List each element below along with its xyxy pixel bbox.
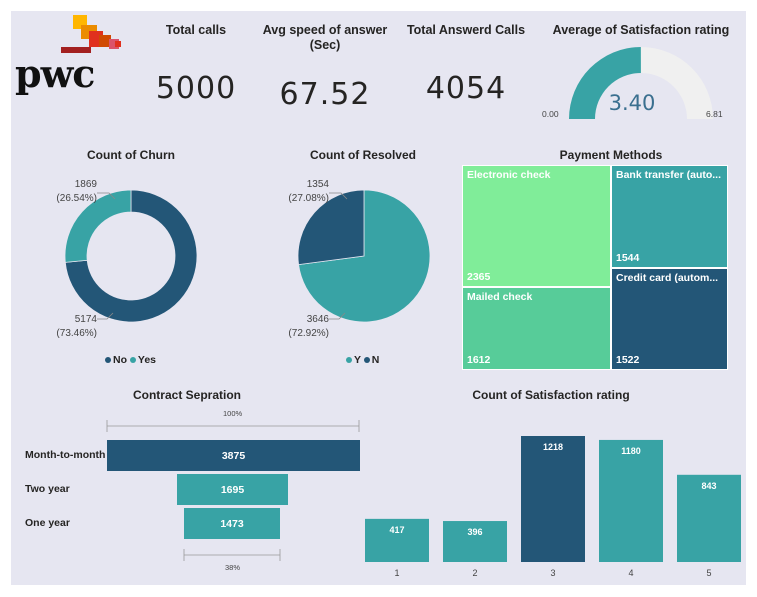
contract-bottom-bracket [183,549,281,561]
treemap-cell-bank-transfer[interactable]: Bank transfer (auto... 1544 [611,165,728,268]
churn-slice-yes[interactable] [64,189,132,263]
kpi-total-calls-title: Total calls [165,23,227,37]
resolved-y-count: 3646 [306,314,329,325]
kpi-avg-speed-title: Avg speed of answer (Sec) [262,23,388,52]
pwc-logo-text: pwc [15,51,95,96]
contract-label-one-year: One year [25,517,70,529]
kpi-answered-title: Total Answerd Calls [406,23,526,37]
satisfaction-bar-value-label: 417 [389,525,404,535]
resolved-y-leader [329,312,346,320]
churn-legend-yes[interactable]: Yes [129,354,156,366]
treemap-cell-mailed-check[interactable]: Mailed check 1612 [462,287,611,370]
gauge-fill [569,47,641,119]
contract-label-month: Month-to-month [25,449,106,461]
satisfaction-x-tick: 2 [472,568,477,578]
churn-no-pct: (73.46%) [56,328,97,339]
pwc-logo-mark [61,15,121,53]
churn-yes-leader [97,192,116,200]
kpi-answered-value: 4054 [425,71,507,106]
churn-no-leader [97,312,114,320]
satisfaction-bar-value-label: 1218 [543,442,563,452]
contract-bottom-pct: 38% [225,563,241,572]
satisfaction-bar-2[interactable] [443,521,507,562]
satisfaction-x-tick: 3 [550,568,555,578]
contract-bar-value: 3875 [221,449,246,462]
resolved-y-label: 3646 (72.92%) [277,313,329,341]
treemap-label: Mailed check [467,291,533,303]
treemap-value: 1544 [616,252,640,264]
contract-title: Contract Sepration [132,388,241,402]
contract-top-bracket [106,420,360,432]
pwc-logo: pwc [11,11,131,101]
satisfaction-bar-3[interactable] [521,436,585,562]
satisfaction-bar-4[interactable] [599,439,663,562]
treemap-cell-electronic-check[interactable]: Electronic check 2365 [462,165,611,287]
resolved-n-label: 1354 (27.08%) [277,178,329,206]
churn-yes-pct: (26.54%) [56,193,97,204]
churn-yes-label: 1869 (26.54%) [45,178,97,206]
treemap-cell-credit-card[interactable]: Credit card (autom... 1522 [611,268,728,370]
resolved-title: Count of Resolved [309,148,416,162]
churn-slice-no[interactable] [64,189,198,323]
kpi-total-calls-value: 5000 [155,71,237,106]
resolved-y-pct: (72.92%) [288,328,329,339]
churn-title: Count of Churn [87,148,175,162]
treemap-value: 1612 [467,354,491,366]
contract-bar-value: 1695 [220,483,245,496]
churn-legend: No Yes [105,354,156,366]
resolved-slice-n[interactable] [297,189,365,266]
resolved-n-leader [329,192,348,200]
treemap-value: 2365 [467,271,491,283]
kpi-avg-speed-value: 67.52 [279,77,371,112]
churn-no-label: 5174 (73.46%) [45,313,97,341]
gauge-value: 3.40 [608,91,656,115]
resolved-legend-n[interactable]: N [363,354,379,366]
satisfaction-bar-value-label: 1180 [621,446,641,456]
churn-yes-count: 1869 [74,179,97,190]
satisfaction-bar-title: Count of Satisfaction rating [472,388,630,402]
churn-donut [64,189,198,323]
satisfaction-x-tick: 4 [628,568,633,578]
contract-label-two-year: Two year [25,483,70,495]
churn-legend-no[interactable]: No [105,354,127,366]
satisfaction-bar-1[interactable] [365,518,429,562]
resolved-legend: Y N [346,354,379,366]
satisfaction-x-tick: 5 [706,568,711,578]
satisfaction-bar-chart: 417 1 396 2 1218 3 1180 4 843 5 [365,436,741,578]
gauge-min: 0.00 [542,109,559,119]
treemap-value: 1522 [616,354,640,366]
payment-title: Payment Methods [559,148,663,162]
resolved-pie [297,189,431,323]
resolved-legend-y[interactable]: Y [346,354,361,366]
dashboard-canvas: pwc Total calls 5000 Avg speed of answer… [11,11,746,585]
satisfaction-bar-value-label: 396 [467,527,482,537]
resolved-n-count: 1354 [306,179,329,190]
contract-bar-one-year[interactable]: 1473 [184,508,280,539]
resolved-n-pct: (27.08%) [288,193,329,204]
satisfaction-gauge [569,47,713,119]
payment-treemap: Electronic check 2365 Bank transfer (aut… [462,165,728,370]
gauge-title: Average of Satisfaction rating [552,23,730,37]
contract-bar-value: 1473 [220,517,244,530]
treemap-label: Electronic check [467,169,551,181]
treemap-label: Credit card (autom... [616,272,719,284]
churn-no-count: 5174 [74,314,97,325]
contract-bar-month[interactable]: 3875 [107,440,360,471]
contract-top-pct: 100% [223,409,243,418]
satisfaction-bar-5[interactable] [677,474,741,562]
satisfaction-x-tick: 1 [394,568,399,578]
contract-bar-two-year[interactable]: 1695 [177,474,288,505]
satisfaction-bar-value-label: 843 [701,481,716,491]
treemap-label: Bank transfer (auto... [616,169,722,181]
gauge-max: 6.81 [706,109,723,119]
